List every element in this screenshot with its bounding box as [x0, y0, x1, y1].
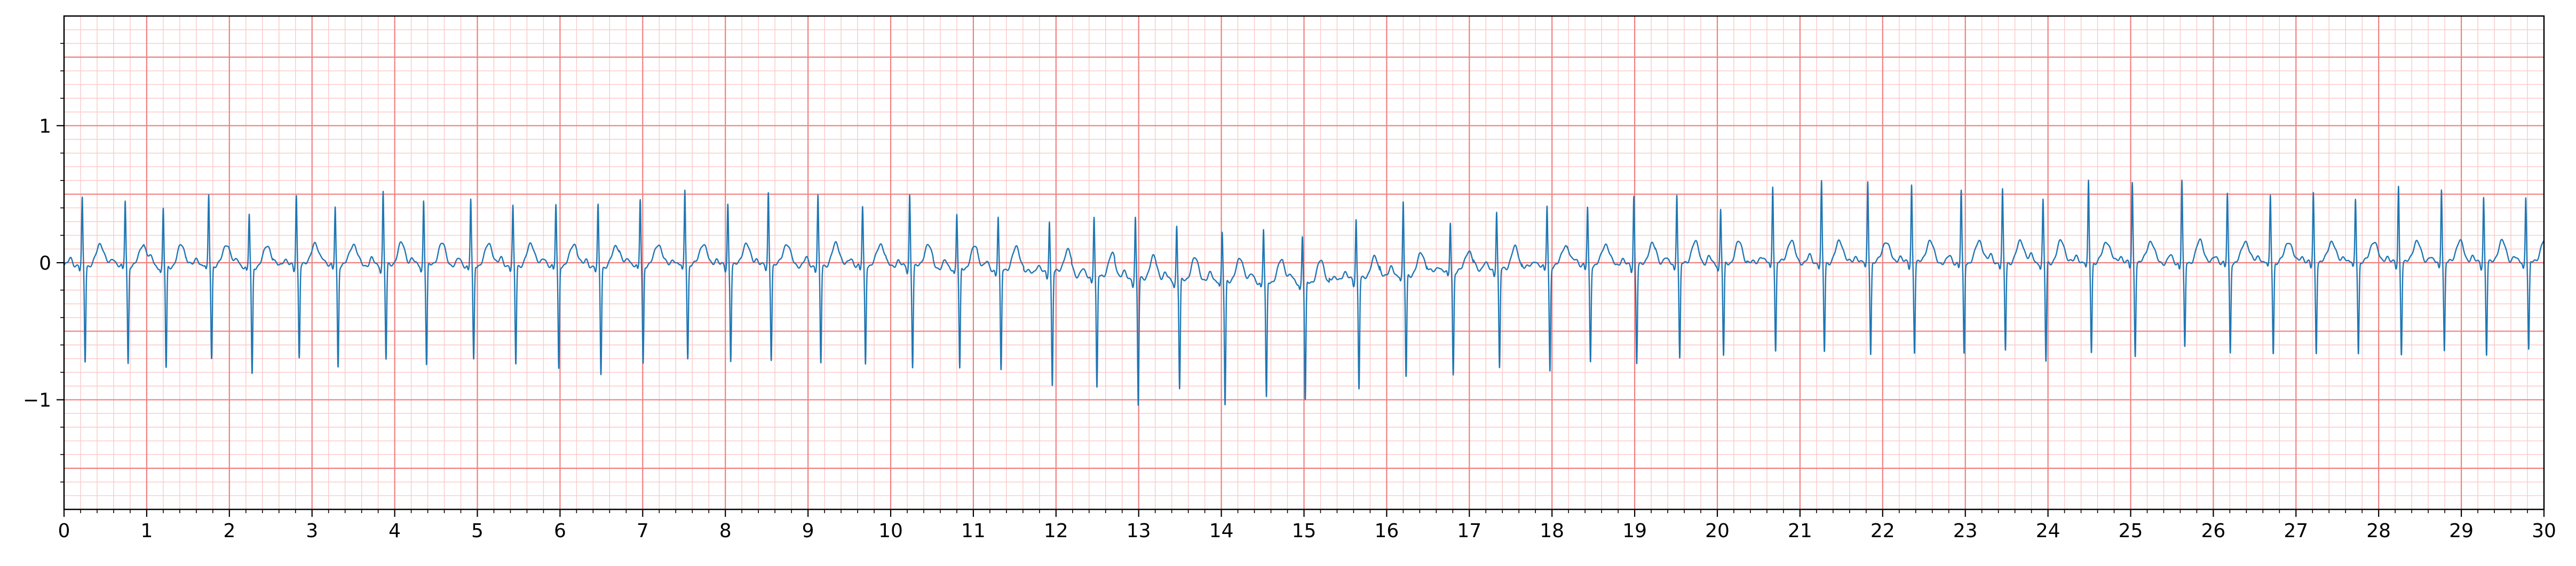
x-tick-label: 18	[1540, 520, 1564, 542]
tick-labels: 0 1 2 3 4 5 6 7 8 9 10 11 12 13 14 15 16 17 18 19 20 21 22 23 24…	[23, 115, 2556, 542]
x-tick-label: 20	[1705, 520, 1730, 542]
x-tick-label: 7	[637, 520, 649, 542]
x-tick-label: 30	[2532, 520, 2556, 542]
x-tick-label: 3	[306, 520, 318, 542]
x-tick-label: 10	[878, 520, 903, 542]
x-tick-label: 24	[2036, 520, 2060, 542]
x-tick-label: 29	[2449, 520, 2474, 542]
x-tick-label: 23	[1953, 520, 1978, 542]
x-tick-label: 17	[1457, 520, 1481, 542]
y-tick-label: −1	[23, 390, 51, 412]
x-tick-label: 27	[2284, 520, 2308, 542]
x-tick-label: 13	[1127, 520, 1151, 542]
ecg-trace-line	[63, 179, 2545, 406]
x-tick-label: 16	[1374, 520, 1399, 542]
x-tick-label: 4	[389, 520, 401, 542]
x-tick-label: 12	[1044, 520, 1068, 542]
x-tick-label: 8	[719, 520, 732, 542]
major-grid	[64, 16, 2544, 509]
y-tick-label: 1	[39, 115, 51, 137]
x-tick-label: 22	[1870, 520, 1895, 542]
y-tick-label: 0	[39, 253, 51, 274]
x-tick-label: 19	[1622, 520, 1647, 542]
x-tick-label: 15	[1292, 520, 1317, 542]
x-tick-label: 14	[1209, 520, 1234, 542]
x-tick-label: 2	[223, 520, 235, 542]
x-tick-label: 21	[1788, 520, 1812, 542]
x-tick-label: 1	[140, 520, 153, 542]
series-layer	[63, 179, 2545, 406]
x-tick-label: 9	[802, 520, 814, 542]
x-tick-label: 25	[2119, 520, 2143, 542]
x-tick-label: 26	[2201, 520, 2225, 542]
x-tick-label: 0	[58, 520, 70, 542]
axis-ticks	[57, 43, 2545, 517]
x-tick-label: 11	[961, 520, 986, 542]
x-tick-label: 6	[554, 520, 566, 542]
x-tick-label: 28	[2366, 520, 2391, 542]
x-tick-label: 5	[471, 520, 484, 542]
